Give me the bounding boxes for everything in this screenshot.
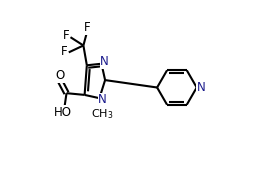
Text: CH$_3$: CH$_3$ xyxy=(91,107,114,121)
Text: N: N xyxy=(98,93,107,106)
Text: O: O xyxy=(56,69,65,82)
Text: HO: HO xyxy=(54,106,72,119)
Text: F: F xyxy=(61,45,67,58)
Text: N: N xyxy=(197,81,205,94)
Text: N: N xyxy=(100,55,109,68)
Text: F: F xyxy=(63,29,69,42)
Text: F: F xyxy=(84,21,90,34)
